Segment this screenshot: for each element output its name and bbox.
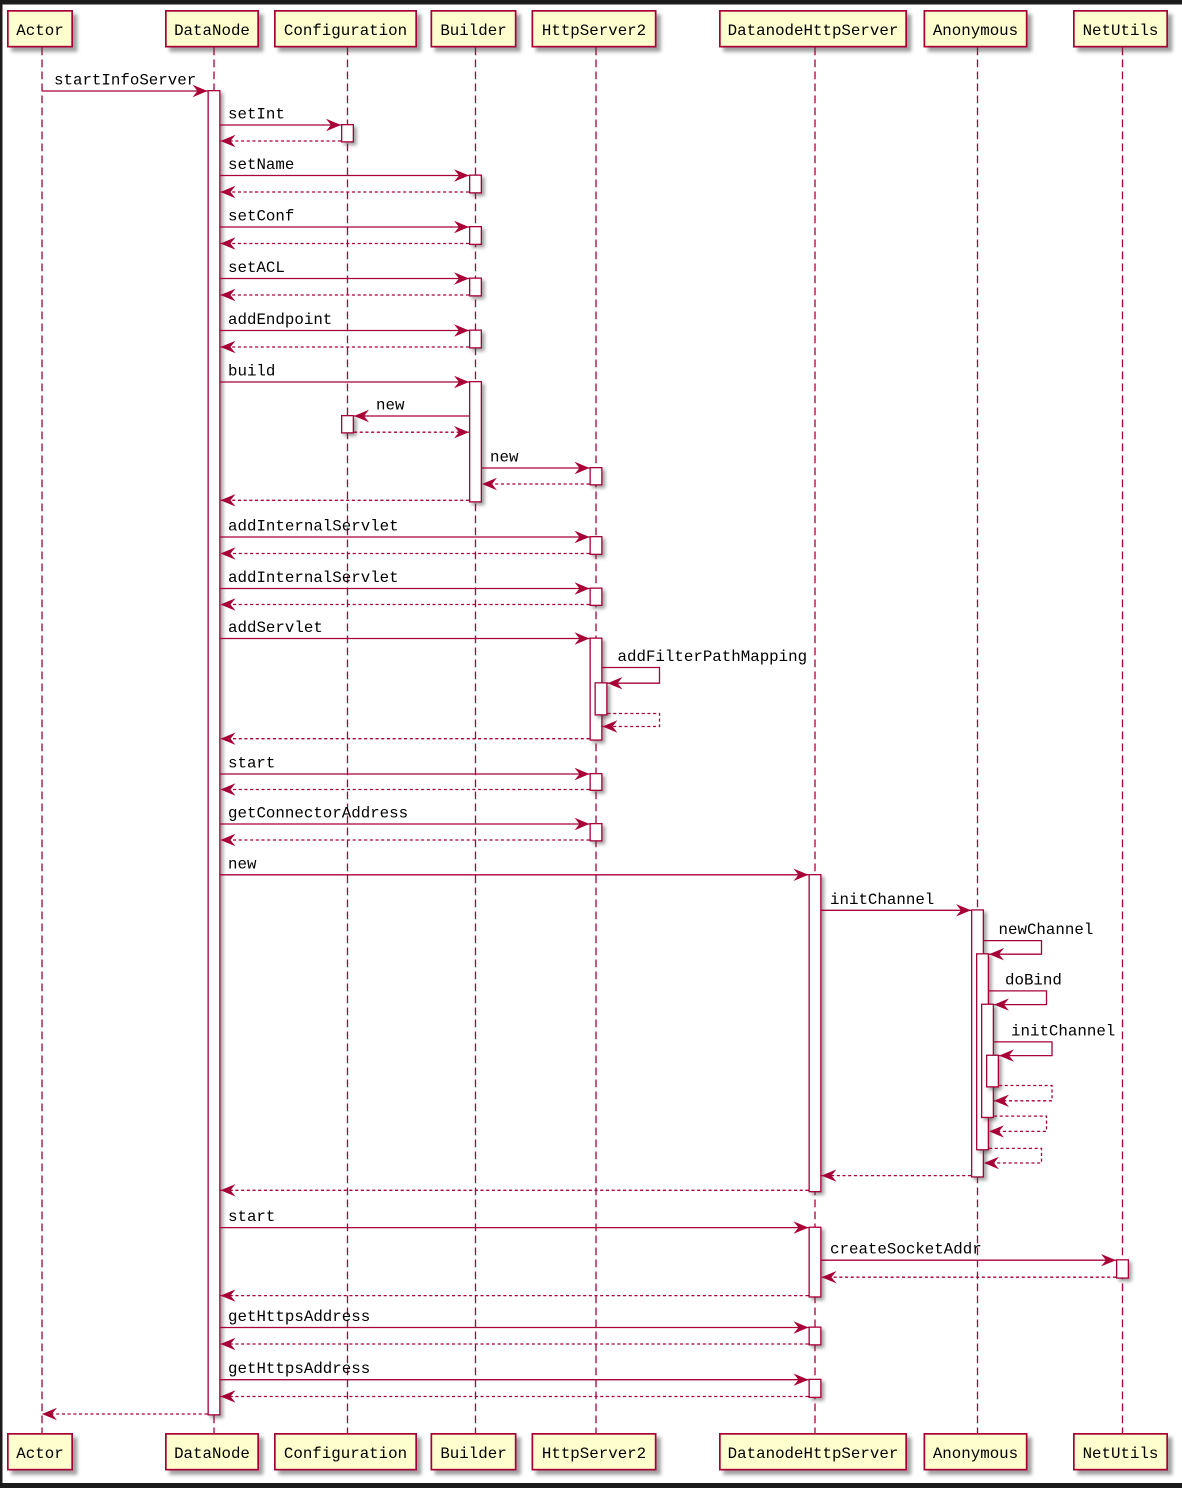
svg-text:addServlet: addServlet bbox=[228, 619, 323, 637]
svg-text:setInt: setInt bbox=[228, 106, 285, 124]
svg-text:setConf: setConf bbox=[228, 208, 294, 226]
svg-text:setName: setName bbox=[228, 156, 294, 174]
svg-text:getHttpsAddress: getHttpsAddress bbox=[228, 1308, 370, 1326]
svg-text:Builder: Builder bbox=[440, 22, 506, 40]
svg-text:Configuration: Configuration bbox=[284, 1445, 407, 1463]
svg-text:NetUtils: NetUtils bbox=[1083, 1445, 1159, 1463]
svg-text:Configuration: Configuration bbox=[284, 22, 407, 40]
svg-text:start: start bbox=[228, 755, 275, 773]
svg-text:Anonymous: Anonymous bbox=[933, 1445, 1018, 1463]
svg-text:new: new bbox=[228, 855, 257, 873]
svg-text:Builder: Builder bbox=[440, 1445, 506, 1463]
svg-text:Actor: Actor bbox=[16, 22, 63, 40]
svg-text:newChannel: newChannel bbox=[999, 921, 1094, 939]
svg-text:createSocketAddr: createSocketAddr bbox=[830, 1241, 982, 1259]
svg-text:initChannel: initChannel bbox=[1011, 1022, 1115, 1040]
svg-text:new: new bbox=[376, 397, 405, 415]
svg-text:getConnectorAddress: getConnectorAddress bbox=[228, 805, 408, 823]
svg-text:Actor: Actor bbox=[16, 1445, 63, 1463]
svg-text:addFilterPathMapping: addFilterPathMapping bbox=[618, 648, 808, 666]
svg-text:start: start bbox=[228, 1208, 275, 1226]
svg-text:addInternalServlet: addInternalServlet bbox=[228, 518, 399, 536]
svg-text:NetUtils: NetUtils bbox=[1083, 22, 1159, 40]
svg-text:startInfoServer: startInfoServer bbox=[54, 72, 196, 90]
svg-text:Anonymous: Anonymous bbox=[933, 22, 1018, 40]
svg-text:getHttpsAddress: getHttpsAddress bbox=[228, 1360, 370, 1378]
svg-text:DatanodeHttpServer: DatanodeHttpServer bbox=[728, 22, 899, 40]
svg-text:HttpServer2: HttpServer2 bbox=[542, 1445, 646, 1463]
svg-text:addEndpoint: addEndpoint bbox=[228, 311, 332, 329]
svg-text:HttpServer2: HttpServer2 bbox=[542, 22, 646, 40]
svg-text:build: build bbox=[228, 363, 275, 381]
svg-text:DataNode: DataNode bbox=[174, 22, 250, 40]
svg-text:setACL: setACL bbox=[228, 259, 285, 277]
svg-text:doBind: doBind bbox=[1005, 971, 1062, 989]
svg-text:new: new bbox=[490, 449, 519, 467]
svg-text:DatanodeHttpServer: DatanodeHttpServer bbox=[728, 1445, 899, 1463]
svg-text:DataNode: DataNode bbox=[174, 1445, 250, 1463]
svg-text:addInternalServlet: addInternalServlet bbox=[228, 569, 399, 587]
svg-text:initChannel: initChannel bbox=[830, 891, 934, 909]
